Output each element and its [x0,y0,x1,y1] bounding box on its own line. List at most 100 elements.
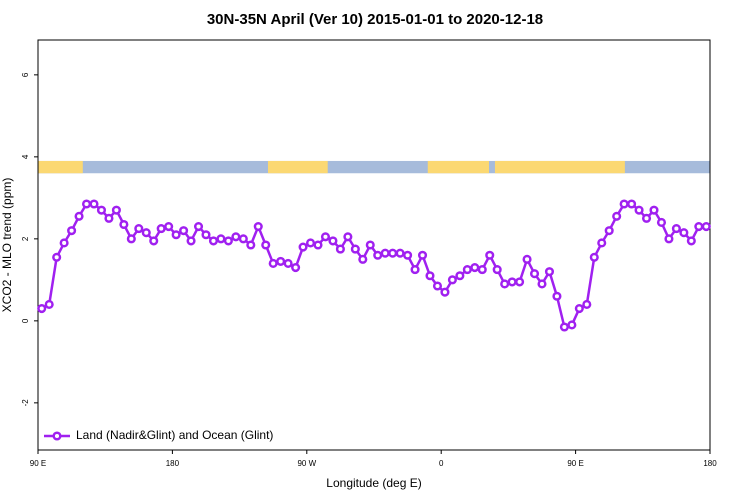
data-point [574,304,584,314]
data-point [477,265,487,275]
data-point [238,234,248,244]
data-point [276,256,286,266]
data-point [552,291,562,301]
data-point [208,236,219,246]
land-segment [494,160,625,174]
data-point [186,236,196,246]
x-tick-label: 90 W [297,459,316,468]
data-point [223,236,233,246]
y-axis-label: XCO2 - MLO trend (ppm) [0,178,14,313]
land-segment [427,160,489,174]
data-point [298,242,308,252]
x-tick-label: 90 E [567,459,583,468]
data-point [52,252,62,262]
data-point [440,287,450,297]
data-point [649,205,659,215]
data-point [268,258,278,269]
data-point [350,244,360,254]
data-point [320,232,331,242]
data-point [656,217,667,227]
data-point [500,279,510,289]
data-point [679,228,689,238]
data-point [171,230,181,240]
data-point [403,250,413,260]
data-point [417,250,428,260]
data-point [604,226,614,236]
data-point [343,232,353,242]
data-point [619,199,629,209]
data-point [612,211,622,221]
data-point [462,265,472,275]
land-segment [267,160,328,174]
data-point [231,232,241,242]
data-point [380,248,390,258]
data-point [544,267,555,277]
data-point [589,252,599,262]
data-point [395,248,405,258]
data-point [81,199,92,209]
data-point [365,240,375,250]
data-point [305,238,316,248]
data-point [522,254,532,264]
data-point [328,236,338,246]
data-point [164,222,174,232]
data-point [425,271,435,281]
data-point [641,213,652,223]
data-point [261,240,271,250]
data-point [515,277,525,287]
y-tick-label: 4 [21,154,30,159]
x-tick-label: 180 [166,459,180,468]
data-point [149,236,159,246]
y-tick-label: 6 [21,72,30,77]
data-point [627,199,637,209]
data-point [388,248,398,258]
data-point [59,238,69,248]
data-point [432,281,443,291]
data-point [664,234,674,244]
data-point [559,322,569,332]
data-point [104,213,114,223]
data-point [634,205,644,215]
data-point [74,211,84,221]
data-point [179,226,189,236]
data-point [111,205,121,215]
x-tick-label: 90 E [30,459,46,468]
data-point [701,222,711,232]
x-tick-label: 0 [439,459,444,468]
y-tick-label: 2 [21,236,30,241]
data-point [358,254,368,264]
data-point [193,222,204,232]
data-point [373,250,383,260]
data-point [447,275,457,285]
data-point [291,263,301,273]
data-point [582,299,592,310]
y-tick-label: -2 [21,399,30,407]
land-segment [38,160,83,174]
x-axis-label: Longitude (deg E) [326,476,421,490]
data-point [201,230,211,240]
data-point [671,224,681,234]
data-point [597,238,607,248]
data-point [694,222,704,232]
data-point [313,240,323,250]
legend-marker [52,431,62,441]
data-line [41,202,707,329]
data-point [96,205,107,215]
y-tick-label: 0 [21,318,30,323]
data-point [567,320,577,330]
data-point [686,236,696,246]
data-point [141,228,151,238]
data-point [485,250,495,260]
data-point [335,244,345,254]
x-tick-label: 180 [703,459,717,468]
data-point [44,299,54,310]
data-point [529,269,540,279]
legend-label: Land (Nadir&Glint) and Ocean (Glint) [76,428,273,442]
data-point [537,279,547,289]
data-point [37,304,47,314]
data-point [492,265,502,275]
data-point [455,271,465,281]
plot-frame [37,39,711,451]
